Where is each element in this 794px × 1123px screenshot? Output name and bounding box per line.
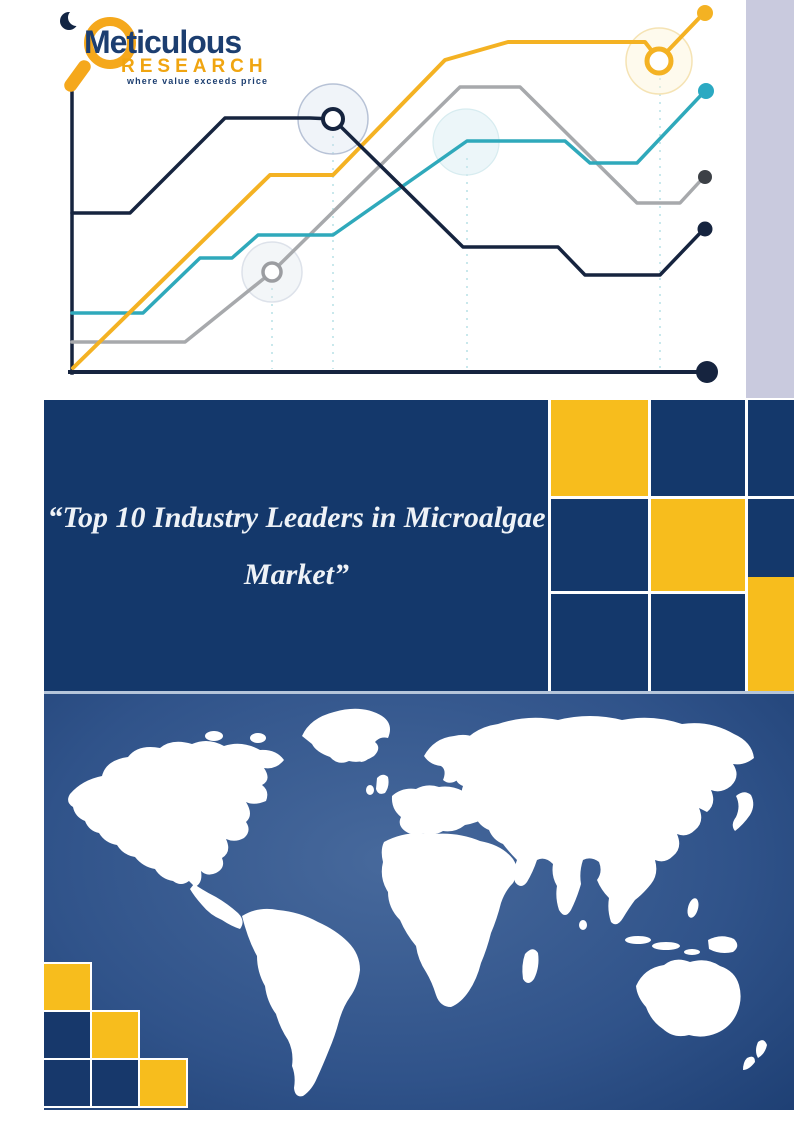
world-map-section [42,694,794,1110]
grid-line [745,400,748,691]
chart-dashed-guides [271,78,661,369]
accent-square-yellow [138,1058,188,1108]
section-divider [44,691,794,694]
crescent-decoration [60,9,85,32]
continent-north-america [68,740,284,887]
grid-line [548,591,794,594]
report-title-line1: “Top 10 Industry Leaders in Microalgae [47,500,546,534]
chart-ring-markers [261,46,674,283]
logo-brand-text: Meticulous [84,24,242,60]
world-map [68,708,767,1097]
accent-square-yellow [42,962,92,1012]
grid-line [548,400,551,691]
accent-square-navy [42,1010,92,1060]
central-america [190,884,243,929]
series-teal [70,90,706,315]
continent-greenland [302,708,390,763]
accent-square-yellow [90,1010,140,1060]
logo-subbrand-text: RESEARCH [121,56,268,77]
continent-africa [381,833,517,1007]
continent-australia [636,959,741,1037]
report-title-line2: Market” [244,557,349,591]
magnifier-handle-icon [61,57,94,95]
new-guinea [708,936,738,953]
madagascar [522,949,539,983]
report-title: “Top 10 Industry Leaders in Microalgae M… [44,400,549,691]
series-gray [70,85,705,344]
continent-asia [452,716,754,925]
chart-end-dots [696,5,718,383]
accent-square-yellow [748,577,794,691]
side-accent-bar [746,0,794,398]
logo-tagline-text: where value exceeds price [127,76,269,86]
accent-square-navy [42,1058,92,1108]
japan [732,792,754,831]
decorative-line-chart [68,5,718,383]
grid-line [548,496,794,499]
series-navy [70,116,705,277]
accent-square-navy [90,1058,140,1108]
continent-south-america [242,908,360,1097]
meticulous-research-logo: Meticulous RESEARCH where value exceeds … [0,0,320,100]
accent-square-yellow [551,400,648,496]
chart-axes [68,91,700,375]
accent-square-yellow [651,499,745,591]
title-banner: “Top 10 Industry Leaders in Microalgae M… [44,400,794,691]
grid-line [648,400,651,691]
magnifier-icon [84,17,136,69]
